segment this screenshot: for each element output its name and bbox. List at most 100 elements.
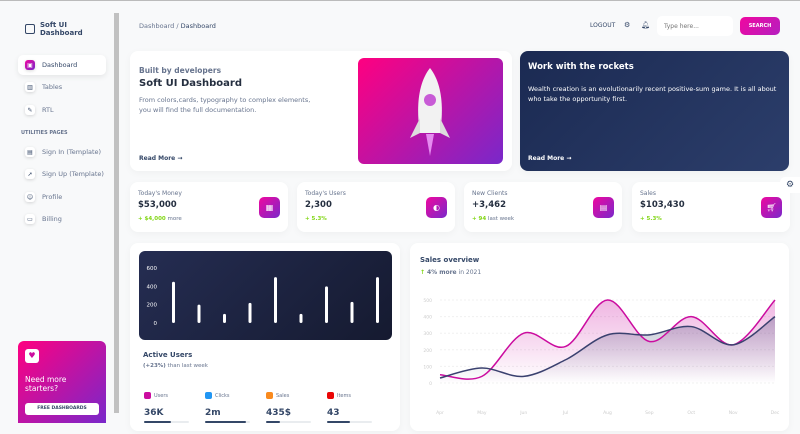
metric-icon — [327, 392, 334, 399]
metric-label: Sales — [276, 392, 290, 399]
metric-sales: Sales 435$ — [266, 385, 311, 423]
metric-progress — [327, 421, 372, 423]
breadcrumb-current: Dashboard — [180, 22, 216, 30]
promo-title: Need more starters? — [25, 375, 67, 393]
read-more-link[interactable]: Read More → — [528, 155, 572, 162]
sidebar-item-billing[interactable]: ▭ Billing — [18, 209, 106, 229]
breadcrumb-root[interactable]: Dashboard — [139, 22, 175, 30]
metric-label: Users — [154, 392, 169, 399]
search-input[interactable] — [657, 16, 733, 36]
stat-label: New Clients — [472, 190, 508, 197]
y-tick-label: 200 — [423, 348, 432, 354]
hero-subtitle: Built by developers — [139, 66, 222, 75]
bar — [172, 281, 175, 323]
shop-icon: ▣ — [25, 60, 35, 70]
y-tick-label: 600 — [147, 266, 158, 272]
arrow-up-icon: ↑ — [420, 269, 426, 276]
settings-gear-button[interactable]: ⚙ — [780, 177, 800, 193]
active-users-change: (+23%) than last week — [143, 363, 208, 369]
stat-card: Today's Users 2,300 + 5.3% ◐ — [297, 182, 455, 232]
rockets-description: Wealth creation is an evolutionarily rec… — [528, 85, 777, 104]
y-tick-label: 500 — [423, 298, 432, 304]
stat-label: Today's Money — [138, 190, 182, 197]
metric-icon — [205, 392, 212, 399]
sidebar-item-tables[interactable]: ▥ Tables — [18, 77, 106, 97]
stat-card: Today's Money $53,000 + $4,000 more ▦ — [130, 182, 288, 232]
metric-items: Items 43 — [327, 385, 372, 423]
metric-clicks: Clicks 2m — [205, 385, 250, 423]
stat-change: + $4,000 more — [138, 216, 182, 222]
sales-overview-title: Sales overview — [420, 256, 480, 264]
metric-value: 36K — [144, 408, 164, 418]
sidebar-item-profile[interactable]: ☺ Profile — [18, 187, 106, 207]
money-icon: ▦ — [259, 197, 280, 218]
stat-value: +3,462 — [472, 200, 507, 210]
series-line — [439, 315, 776, 379]
stat-card: New Clients +3,462 + 94 last week ▤ — [464, 182, 622, 232]
stat-card: Sales $103,430 + 5.3% 🛒︎ — [632, 182, 790, 232]
x-tick-label: Dec — [771, 410, 780, 416]
metric-value: 2m — [205, 408, 221, 418]
metric-value: 43 — [327, 408, 340, 418]
sidebar-item-dashboard[interactable]: ▣ Dashboard — [18, 55, 106, 75]
sidebar-item-sign-in-template-[interactable]: ▤ Sign In (Template) — [18, 142, 106, 162]
read-more-link[interactable]: Read More → — [139, 155, 183, 162]
sidebar-item-label: Sign Up (Template) — [42, 170, 104, 178]
rocket-illustration — [358, 58, 503, 164]
breadcrumb: Dashboard / Dashboard — [139, 22, 216, 30]
metric-progress — [205, 421, 250, 423]
globe-icon: ◐ — [426, 197, 447, 218]
metric-label: Clicks — [215, 392, 230, 399]
breadcrumb-separator: / — [176, 22, 179, 30]
bar — [248, 302, 252, 323]
logo-icon — [25, 24, 35, 34]
logout-link[interactable]: LOGOUT — [590, 22, 616, 29]
y-tick-label: 400 — [423, 315, 432, 321]
hero-card: Built by developers Soft UI Dashboard Fr… — [130, 51, 512, 171]
bar — [299, 313, 303, 323]
metric-progress — [144, 421, 189, 423]
stat-value: $103,430 — [640, 200, 685, 210]
stat-change: + 5.3% — [305, 216, 327, 222]
search-button[interactable]: SEARCH — [740, 17, 780, 35]
metric-value: 435$ — [266, 408, 292, 418]
sidebar-item-rtl[interactable]: ✎ RTL — [18, 100, 106, 120]
bell-icon[interactable]: 🔔︎ — [641, 21, 650, 29]
chart-icon: ▥ — [25, 82, 35, 92]
metric-icon — [144, 392, 151, 399]
bar — [350, 301, 354, 323]
bar — [223, 313, 226, 323]
metric-label: Items — [337, 392, 351, 399]
metric-icon — [266, 392, 273, 399]
active-users-card: 0 200 400 600 Active Users (+23%) than last… — [130, 243, 400, 431]
rockets-card: Work with the rockets Wealth creation is… — [520, 51, 789, 171]
y-tick-label: 300 — [423, 331, 432, 337]
section-label: UTILITIES PAGES — [21, 130, 68, 136]
sales-overview-card: Sales overview ↑ 4% more in 2021 0 100 200… — [410, 243, 789, 431]
document-icon: ▤ — [593, 197, 614, 218]
metric-users: Users 36K — [144, 385, 189, 423]
sidebar-item-label: Dashboard — [42, 61, 78, 69]
sidebar-scrollbar[interactable] — [114, 13, 119, 413]
credit-card-icon: ▭ — [25, 214, 35, 224]
metric-progress — [266, 421, 311, 423]
y-tick-label: 0 — [429, 381, 432, 387]
bar — [197, 304, 201, 323]
bar — [376, 277, 379, 323]
gear-icon[interactable]: ⚙ — [624, 21, 631, 29]
brand-name: Soft UI Dashboard — [39, 21, 83, 37]
star-icon: ♥ — [25, 349, 39, 363]
document-icon: ▤ — [25, 147, 35, 157]
x-tick-label: Apr — [436, 410, 444, 416]
stat-change: + 5.3% — [640, 216, 662, 222]
free-dashboards-button[interactable]: FREE DASHBOARDS — [25, 403, 99, 415]
y-tick-label: 200 — [147, 303, 158, 309]
x-tick-label: Jun — [519, 410, 527, 416]
stat-change: + 94 last week — [472, 216, 515, 222]
x-tick-label: Oct — [687, 410, 695, 416]
y-tick-label: 400 — [147, 284, 158, 290]
stat-value: $53,000 — [138, 200, 177, 210]
sidebar-item-sign-up-template-[interactable]: ➚ Sign Up (Template) — [18, 164, 106, 184]
brand[interactable]: Soft UI Dashboard — [25, 21, 112, 37]
cart-icon: 🛒︎ — [761, 197, 782, 218]
